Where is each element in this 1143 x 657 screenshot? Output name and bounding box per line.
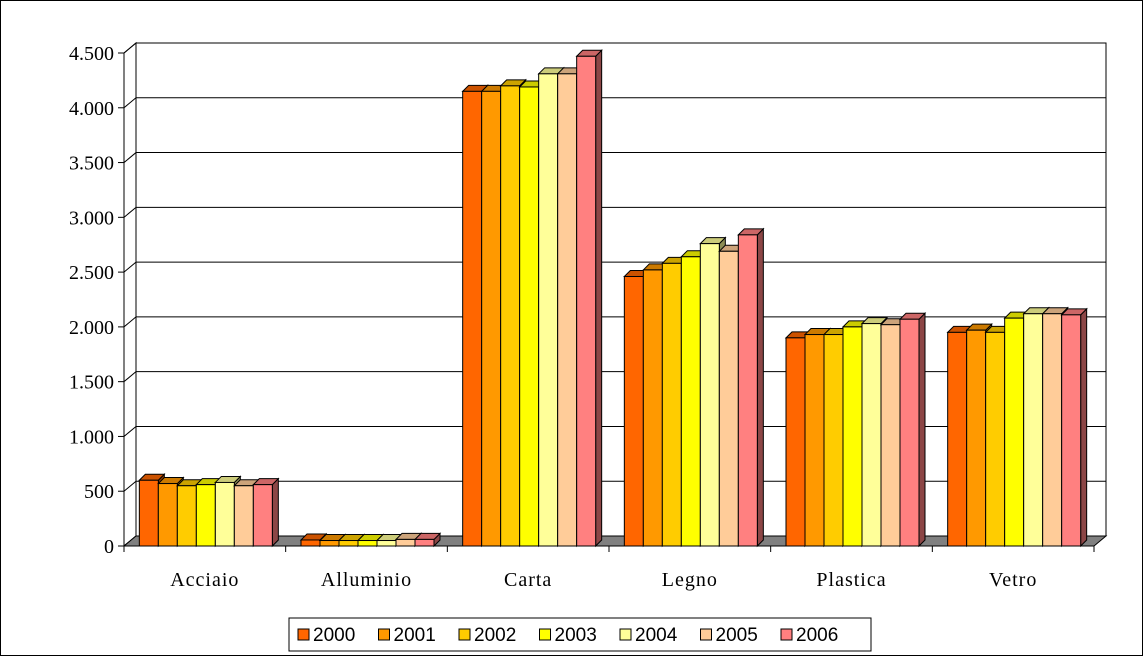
- bar: [414, 538, 435, 547]
- y-tick-label: 1.500: [69, 372, 114, 394]
- bar: [157, 483, 178, 547]
- bar: [557, 73, 578, 547]
- bar: [718, 250, 739, 547]
- y-tick-label: 4.500: [69, 43, 114, 65]
- bar: [680, 256, 701, 547]
- legend-label: 2001: [394, 625, 436, 646]
- bar: [338, 540, 359, 547]
- y-tick-label: 2.000: [69, 317, 114, 339]
- bar: [966, 329, 987, 547]
- bar: [947, 331, 968, 547]
- bar: [357, 540, 378, 547]
- bar: [395, 538, 416, 547]
- gridline: [123, 371, 1106, 383]
- legend-label: 2006: [796, 625, 838, 646]
- bar-side: [1080, 307, 1088, 548]
- bar: [195, 484, 216, 547]
- y-tick-label: 2.500: [69, 262, 114, 284]
- bar: [214, 481, 235, 547]
- bar: [376, 540, 397, 547]
- legend-label: 2005: [716, 625, 758, 646]
- bar: [642, 269, 663, 547]
- x-category-label: Alluminio: [321, 569, 412, 591]
- bar: [1061, 314, 1082, 547]
- y-tick-label: 4.000: [69, 98, 114, 120]
- legend-swatch: [619, 628, 632, 641]
- x-category-label: Legno: [662, 569, 718, 591]
- bar: [233, 485, 254, 547]
- bar: [737, 234, 758, 547]
- legend-swatch: [539, 628, 551, 641]
- gridline: [123, 152, 1106, 163]
- bar: [138, 479, 159, 547]
- gridline: [123, 316, 1106, 328]
- bar: [861, 323, 882, 547]
- bar: [481, 90, 502, 547]
- bar: [252, 484, 273, 547]
- plot-side-wall: [123, 41, 137, 548]
- gridline: [123, 480, 1106, 492]
- x-category-label: Vetro: [989, 569, 1037, 591]
- y-tick-label: 500: [84, 481, 114, 503]
- bar-side: [918, 312, 926, 548]
- bar-side: [756, 227, 764, 548]
- bar: [699, 243, 720, 547]
- legend-swatch: [780, 628, 793, 641]
- y-tick-label: 1.000: [69, 426, 114, 448]
- legend-swatch: [297, 628, 310, 641]
- bar: [576, 55, 597, 547]
- legend-label: 2002: [474, 625, 516, 646]
- x-category-label: Plastica: [816, 569, 886, 591]
- bar: [300, 539, 321, 547]
- bar: [842, 326, 863, 547]
- legend-swatch: [458, 628, 471, 641]
- bar: [661, 262, 682, 547]
- bar: [1023, 313, 1044, 547]
- bar: [462, 90, 483, 547]
- gridline: [123, 42, 1106, 54]
- bar: [176, 485, 197, 547]
- bar: [623, 275, 644, 547]
- gridline: [123, 261, 1106, 273]
- bar: [1042, 313, 1063, 547]
- bar: [785, 337, 806, 547]
- bar: [823, 334, 844, 547]
- bar: [880, 324, 901, 547]
- legend-label: 2004: [635, 625, 678, 646]
- x-category-label: Carta: [504, 569, 552, 591]
- bar: [985, 331, 1006, 547]
- y-tick-label: 0: [104, 536, 114, 558]
- gridline: [123, 206, 1106, 218]
- gridline: [123, 97, 1106, 109]
- bar: [519, 86, 540, 547]
- bar: [319, 540, 340, 547]
- bar: [1004, 317, 1025, 547]
- legend-swatch: [378, 628, 390, 641]
- y-tick-label: 3.500: [69, 153, 114, 175]
- gridline: [123, 425, 1106, 437]
- bar: [804, 334, 825, 547]
- bar-side: [271, 477, 279, 548]
- legend-label: 2003: [555, 625, 597, 646]
- bar: [500, 85, 521, 547]
- legend-label: 2000: [313, 625, 355, 646]
- bar: [899, 318, 920, 547]
- legend-swatch: [700, 628, 712, 641]
- bar: [538, 73, 559, 547]
- y-tick-label: 3.000: [69, 207, 114, 229]
- bar-side: [595, 49, 603, 548]
- x-category-label: Acciaio: [170, 569, 239, 591]
